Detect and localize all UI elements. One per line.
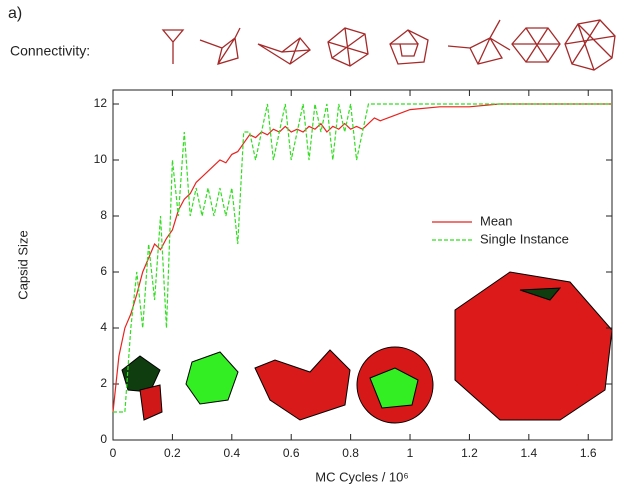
x-tick-label: 1.2: [461, 446, 478, 460]
x-tick-label: 0.4: [223, 446, 240, 460]
x-tick-label: 1: [407, 446, 414, 460]
x-tick-label: 0.8: [342, 446, 359, 460]
y-tick-label: 2: [100, 376, 107, 390]
series-line: [113, 103, 612, 413]
panel-label: a): [8, 5, 22, 22]
legend-label: Single Instance: [480, 231, 569, 246]
x-axis-label: MC Cycles / 10⁶: [315, 469, 408, 484]
y-tick-label: 6: [100, 264, 107, 278]
capsid-images: [121, 271, 613, 424]
x-tick-label: 1.4: [520, 446, 537, 460]
y-tick-label: 12: [94, 96, 108, 110]
x-tick-label: 0.2: [164, 446, 181, 460]
connectivity-label: Connectivity:: [10, 43, 90, 59]
y-tick-label: 8: [100, 208, 107, 222]
x-tick-label: 1.6: [580, 446, 597, 460]
y-axis-label: Capsid Size: [15, 230, 30, 299]
connectivity-graphs: [161, 19, 616, 71]
y-tick-label: 0: [100, 432, 107, 446]
x-tick-label: 0.6: [283, 446, 300, 460]
y-tick-label: 10: [94, 152, 108, 166]
y-tick-label: 4: [100, 320, 107, 334]
series-line: [112, 103, 612, 413]
x-tick-label: 0: [110, 446, 117, 460]
legend-label: Mean: [480, 213, 513, 228]
